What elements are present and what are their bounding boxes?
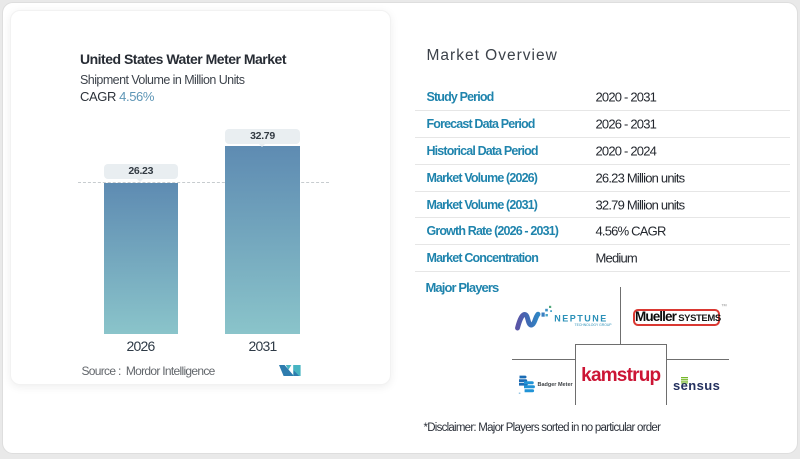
svg-text:TECHNOLOGY GROUP: TECHNOLOGY GROUP [575,323,613,327]
svg-text:NEPTUNE: NEPTUNE [554,313,608,323]
svg-text:sensus: sensus [673,378,720,391]
